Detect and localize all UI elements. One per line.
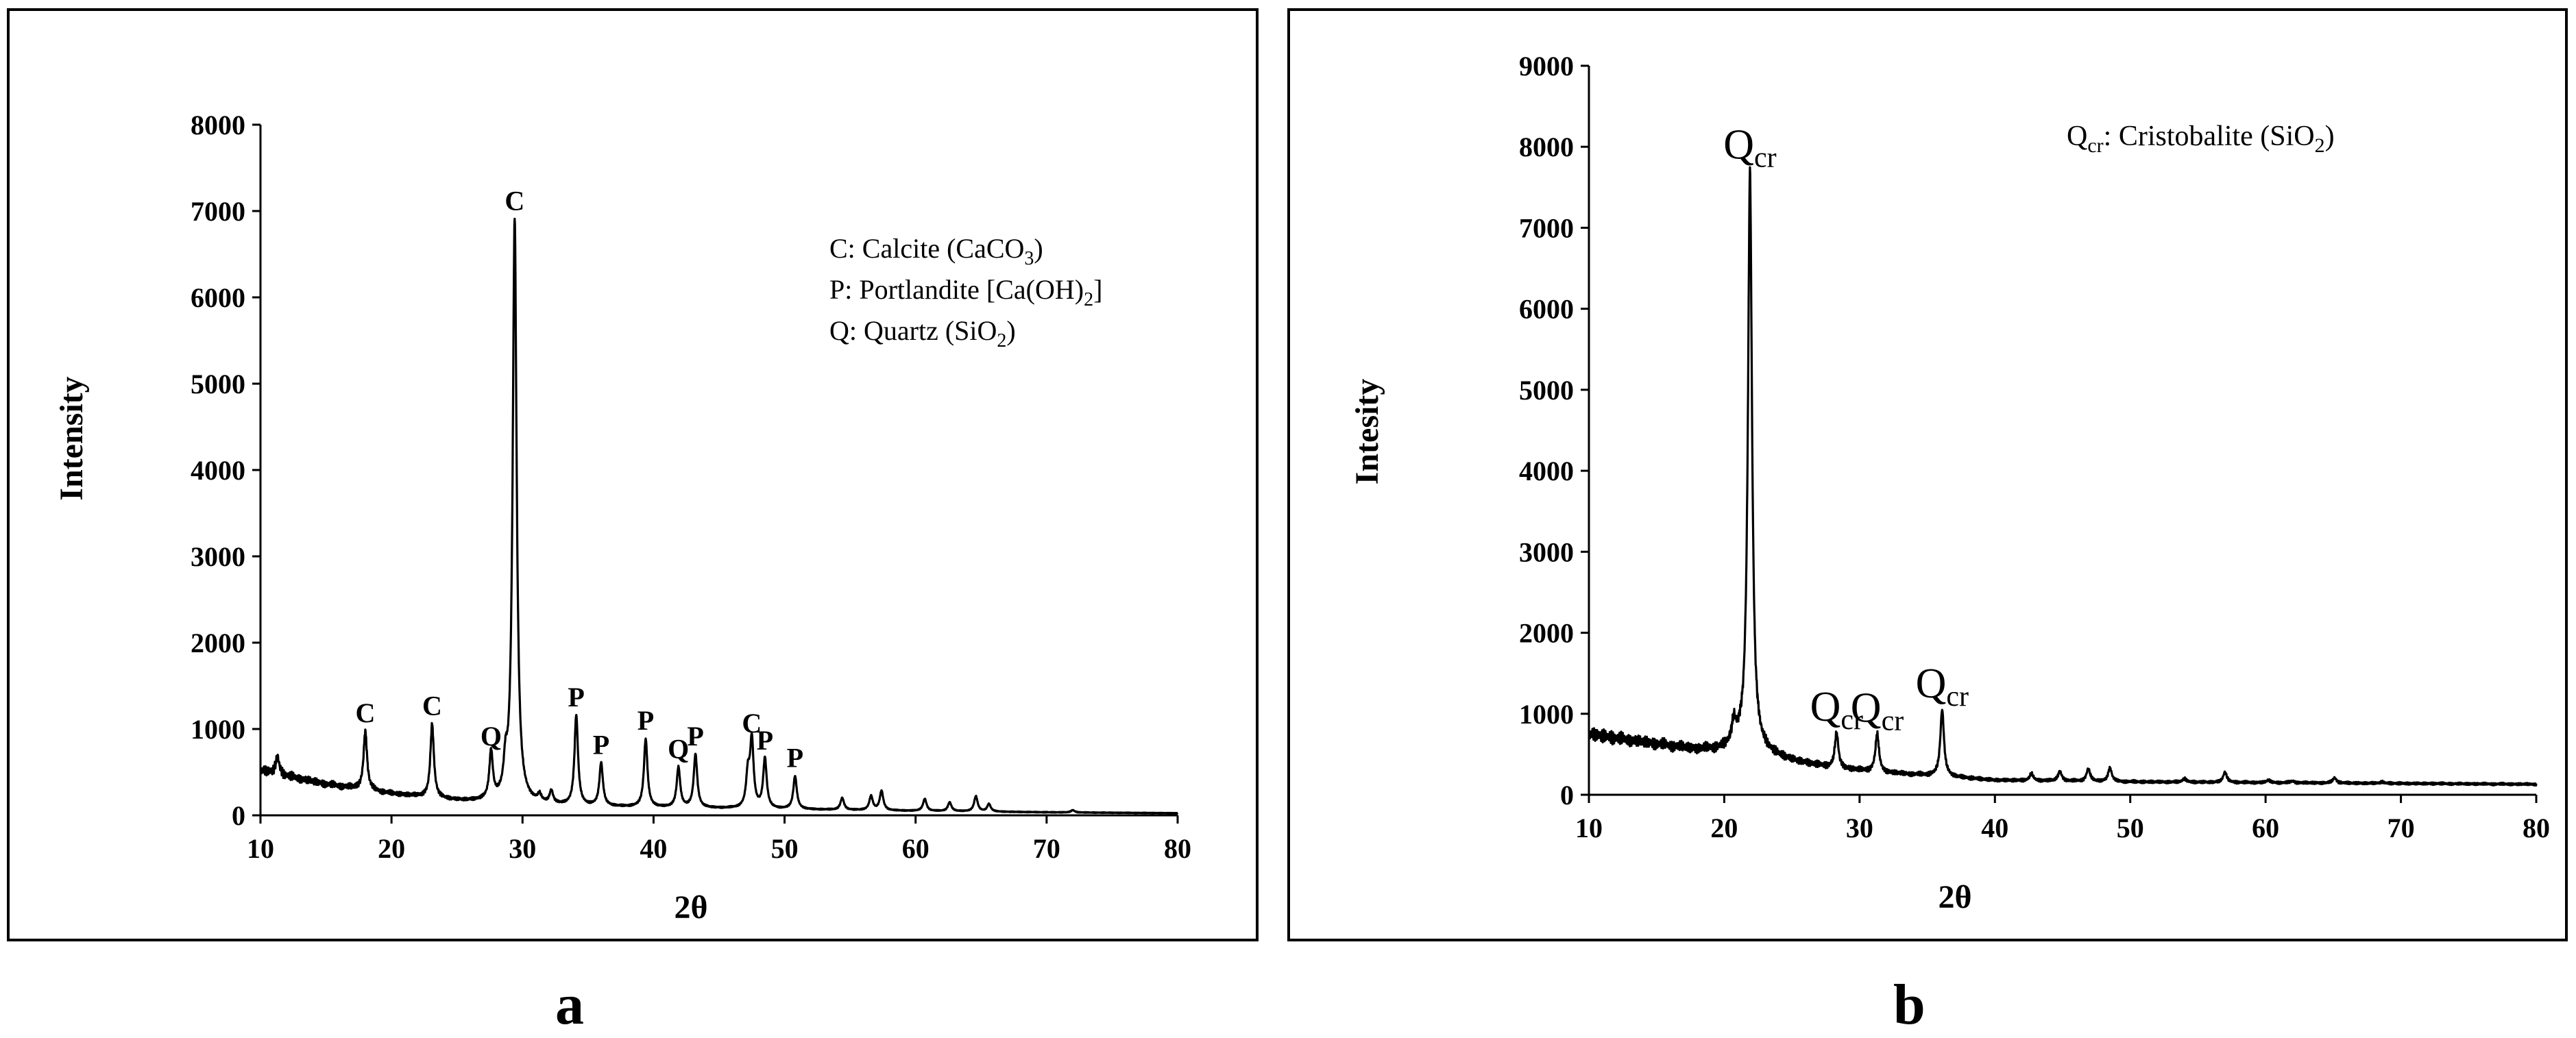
x-tick-label: 20	[1710, 813, 1738, 843]
legend-b-cristobalite: Qcr: Cristobalite (SiO2)	[2067, 121, 2335, 157]
peak-label: P	[593, 729, 609, 760]
x-tick-label: 70	[1033, 833, 1060, 864]
panel-b-plot: 0 1000 2000 3000 4000 5000 6000 7000 8000 9000 10 2…	[1519, 51, 2550, 843]
peak-label: C	[505, 186, 524, 217]
peak-label: P	[687, 721, 703, 752]
peak-label: Qcr	[1810, 684, 1863, 736]
panel-a-frame	[7, 8, 1259, 941]
y-tick-label: 9000	[1519, 51, 1574, 82]
x-tick-label: 10	[247, 833, 274, 864]
panel-a-ylabel: Intensity	[53, 376, 90, 500]
y-tick-label: 1000	[191, 714, 245, 745]
x-tick-label: 40	[640, 833, 667, 864]
xrd-series-line	[259, 217, 1179, 815]
peak-label: Q	[481, 721, 502, 752]
x-tick-label: 30	[509, 833, 536, 864]
y-tick-label: 3000	[1519, 536, 1574, 567]
y-tick-label: 1000	[1519, 699, 1574, 730]
x-tick-label: 70	[2387, 813, 2415, 843]
legend-a-portlandite: P: Portlandite [Ca(OH)2]	[829, 274, 1102, 310]
y-tick-label: 0	[232, 800, 245, 831]
peak-label: P	[637, 705, 654, 736]
peak-label: C	[355, 697, 375, 728]
x-tick-label: 40	[1981, 813, 2008, 843]
x-tick-label: 80	[1164, 833, 1191, 864]
panel-b-frame	[1287, 8, 2568, 941]
y-tick-label: 5000	[1519, 375, 1574, 406]
peak-label: P	[787, 742, 803, 773]
y-tick-label: 5000	[191, 369, 245, 399]
peak-label: P	[757, 725, 773, 756]
x-tick-label: 30	[1846, 813, 1873, 843]
x-tick-label: 10	[1575, 813, 1603, 843]
y-tick-label: 6000	[191, 282, 245, 313]
y-tick-label: 7000	[1519, 212, 1574, 243]
y-tick-label: 4000	[1519, 456, 1574, 486]
x-tick-label: 20	[378, 833, 405, 864]
y-tick-label: 8000	[1519, 132, 1574, 162]
x-tick-label: 60	[902, 833, 929, 864]
x-tick-label: 80	[2523, 813, 2550, 843]
panel-a-xlabel: 2θ	[674, 889, 707, 926]
panel-b-xlabel: 2θ	[1938, 879, 1971, 915]
y-tick-label: 2000	[191, 628, 245, 658]
panel-b-legend: Qcr: Cristobalite (SiO2)	[2067, 121, 2335, 157]
xrd-series-line	[1588, 166, 2538, 787]
legend-a-quartz: Q: Quartz (SiO2)	[829, 315, 1016, 351]
x-tick-label: 50	[2117, 813, 2144, 843]
peak-label: Qcr	[1851, 684, 1904, 737]
peak-label: Q	[668, 734, 689, 765]
x-tick-label: 50	[771, 833, 799, 864]
peak-label: C	[422, 691, 442, 721]
panel-a-plot: 0 1000 2000 3000 4000 5000 6000 7000 8000 10 20 30 4…	[191, 110, 1191, 864]
y-tick-label: 3000	[191, 541, 245, 572]
peak-label: Qcr	[1916, 660, 1969, 713]
y-tick-label: 4000	[191, 455, 245, 486]
y-tick-label: 2000	[1519, 618, 1574, 649]
y-tick-label: 0	[1560, 780, 1574, 811]
peak-label: Qcr	[1723, 122, 1776, 174]
peak-label: P	[568, 682, 584, 713]
panel-a-legend: C: Calcite (CaCO3) P: Portlandite [Ca(OH…	[829, 233, 1102, 351]
x-tick-label: 60	[2252, 813, 2279, 843]
legend-a-calcite: C: Calcite (CaCO3)	[829, 233, 1043, 269]
panel-b-ylabel: Intesity	[1349, 379, 1385, 485]
panel-b-letter: b	[1893, 973, 1925, 1037]
peak-label: C	[742, 708, 762, 739]
y-tick-label: 8000	[191, 110, 245, 140]
panel-a-letter: a	[555, 973, 584, 1037]
y-tick-label: 7000	[191, 196, 245, 227]
y-tick-label: 6000	[1519, 294, 1574, 325]
